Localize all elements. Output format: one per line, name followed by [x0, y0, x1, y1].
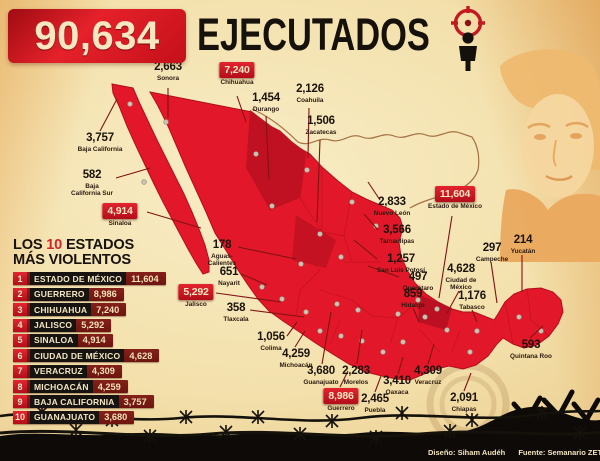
rank-state: JALISCO	[30, 318, 77, 332]
heading-number: 10	[46, 237, 63, 253]
portrait-silhouette	[500, 49, 600, 262]
leader-line-puebla	[374, 375, 382, 393]
rank-value: 4,309	[91, 366, 115, 377]
leader-line-baja-california-sur	[115, 167, 151, 179]
leader-line-nayarit	[240, 273, 268, 286]
top10-row-baja-california: 9 BAJA CALIFORNIA 3,757	[13, 395, 154, 409]
total-banner: 90,634	[8, 9, 186, 63]
leader-line-veracruz	[427, 343, 435, 365]
heading-word2: ESTADOS	[65, 237, 135, 253]
rank-value: 4,914	[82, 335, 106, 346]
map-state-dots	[127, 101, 544, 355]
leader-line-morelos	[356, 329, 363, 365]
leader-line-jalisco	[215, 292, 282, 303]
leader-line-zacatecas	[316, 139, 321, 223]
rank-state: CHIHUAHUA	[30, 303, 92, 317]
leader-line-colima	[286, 321, 298, 337]
us-border-line	[251, 108, 480, 209]
leader-line-sinaloa	[146, 211, 202, 229]
rank-value: 11,604	[131, 273, 159, 284]
total-count: 90,634	[34, 13, 160, 58]
leader-line-guerrero	[339, 370, 349, 388]
leader-line-guanajuato	[321, 311, 332, 365]
leader-line-durango	[265, 115, 270, 181]
leader-line-hidalgo	[412, 307, 420, 323]
map-dark-states	[246, 110, 452, 330]
leader-line-estado-de-m-xico	[438, 215, 453, 299]
top10-row-veracruz: 7 VERACRUZ 4,309	[13, 364, 122, 378]
leader-line-aguas-calientes	[237, 246, 297, 260]
rank-number: 7	[13, 364, 27, 378]
rank-number: 5	[13, 333, 27, 347]
credits: Diseño: Siham Audéh Fuente: Semanario ZE…	[428, 448, 600, 457]
leader-line-campeche	[490, 261, 498, 304]
page-title: EJECUTADOS	[197, 8, 430, 60]
rank-value: 5,292	[81, 320, 105, 331]
leader-line-san-luis-potos	[353, 239, 378, 260]
leader-line-tamaulipas	[363, 213, 379, 231]
leader-line-ciudad-de-m-xico	[446, 290, 460, 314]
top10-row-ciudad-de-m-xico: 6 CIUDAD DE MÉXICO 4,628	[13, 349, 160, 363]
rank-value: 7,240	[96, 304, 120, 315]
leader-line-coahuila	[307, 107, 310, 159]
rank-value: 4,259	[97, 381, 121, 392]
leader-line-quer-taro	[367, 265, 400, 278]
rank-state: CIUDAD DE MÉXICO	[30, 349, 125, 363]
heading-word1: LOS	[13, 237, 43, 253]
leader-line-chihuahua	[236, 95, 247, 123]
top10-row-sinaloa: 5 SINALOA 4,914	[13, 333, 113, 347]
top10-row-guerrero: 2 GUERRERO 8,986	[13, 287, 124, 301]
panel-heading: LOS 10 ESTADOS MÁS VIOLENTOS	[13, 237, 166, 269]
rank-state: GUANAJUATO	[30, 410, 100, 424]
credit-design: Diseño: Siham Audéh	[428, 448, 506, 457]
leader-line-oaxaca	[397, 356, 404, 375]
rank-number: 1	[13, 272, 27, 286]
crosshair-person-icon	[441, 4, 495, 72]
rank-value: 3,680	[104, 412, 128, 423]
rank-value: 4,628	[129, 350, 153, 361]
top10-row-jalisco: 4 JALISCO 5,292	[13, 318, 112, 332]
leader-line-nuevo-le-n	[367, 181, 381, 201]
leader-line-baja-california	[99, 98, 118, 132]
leader-line-tlaxcala	[249, 309, 305, 318]
top10-row-estado-de-m-xico: 1 ESTADO DE MÉXICO 11,604	[13, 272, 166, 286]
rank-state: BAJA CALIFORNIA	[30, 395, 119, 409]
rank-number: 4	[13, 318, 27, 332]
rank-number: 9	[13, 395, 27, 409]
top10-panel: LOS 10 ESTADOS MÁS VIOLENTOS 1 ESTADO DE …	[13, 237, 166, 424]
rank-state: ESTADO DE MÉXICO	[30, 272, 127, 286]
top10-rows: 1 ESTADO DE MÉXICO 11,604 2 GUERRERO 8,986 3 CH…	[13, 272, 166, 424]
top10-row-chihuahua: 3 CHIHUAHUA 7,240	[13, 303, 127, 317]
credit-source: Fuente: Semanario ZETA	[518, 448, 600, 457]
leader-line-chiapas	[463, 372, 472, 392]
rank-number: 8	[13, 380, 27, 394]
map-baja-peninsula	[111, 83, 210, 275]
top10-row-guanajuato: 10 GUANAJUATO 3,680	[13, 410, 135, 424]
rank-number: 6	[13, 349, 27, 363]
leader-line-michoac-n	[294, 330, 306, 348]
rank-number: 2	[13, 287, 27, 301]
top10-row-michoac-n: 8 MICHOACÁN 4,259	[13, 380, 128, 394]
rank-state: GUERRERO	[30, 287, 89, 301]
rank-value: 3,757	[123, 396, 147, 407]
rank-number: 10	[13, 410, 27, 424]
rank-number: 3	[13, 303, 27, 317]
rank-state: VERACRUZ	[30, 364, 87, 378]
leader-line-quintana-roo	[529, 325, 544, 339]
leader-line-tabasco	[471, 309, 478, 323]
rank-value: 8,986	[93, 289, 117, 300]
rank-state: MICHOACÁN	[30, 380, 93, 394]
heading-line2: MÁS VIOLENTOS	[13, 252, 131, 269]
rank-state: SINALOA	[30, 333, 78, 347]
